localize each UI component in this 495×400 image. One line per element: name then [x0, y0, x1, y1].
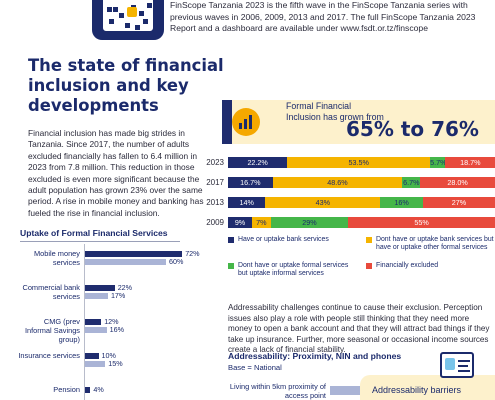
formal-inclusion-card [222, 100, 495, 144]
legend-label: Dont have or uptake formal services but … [238, 262, 349, 278]
uptake-title-divider [20, 241, 180, 242]
stack-segment: 53.5% [287, 157, 431, 168]
legend-swatch [366, 263, 372, 269]
year-label: 2017 [206, 178, 224, 187]
stack-segment: 43% [265, 197, 381, 208]
formal-inclusion-label: Formal Financial Inclusion has grown fro… [286, 101, 384, 122]
stack-segment: 22.2% [228, 157, 288, 168]
id-card-line [458, 360, 470, 362]
inclusion-stacked-chart: 2023 22.2% 53.5% 5.7% 18.7% 2017 16.7% 48.6% 6.7… [200, 154, 495, 234]
section-title: The state of financial inclusion and key… [28, 56, 224, 115]
uptake-bar [85, 361, 106, 367]
uptake-bar [85, 285, 115, 291]
uptake-value-label: 22% [117, 283, 133, 292]
legend-label: Financially excluded [376, 262, 439, 269]
qr-code-module [143, 19, 148, 24]
qr-code-frame [100, 0, 156, 34]
formal-inclusion-value: 65% to 76% [346, 117, 479, 141]
uptake-bar [85, 319, 102, 325]
qr-code-module [113, 7, 118, 12]
stack-segment: 29% [270, 217, 349, 228]
qr-code-module [109, 19, 114, 24]
uptake-value-label: 10% [101, 351, 116, 360]
uptake-bar [85, 387, 91, 393]
growth-icon-bar [244, 119, 247, 129]
growth-icon-bar [249, 115, 252, 129]
uptake-bar [85, 293, 108, 299]
addressability-barriers-card [360, 375, 495, 400]
intro-paragraph: Financial inclusion has made big strides… [28, 128, 204, 218]
year-label: 2009 [206, 218, 224, 227]
uptake-value-label: 17% [110, 291, 126, 300]
stack-segment: 16% [380, 197, 423, 208]
stack-segment: 55% [348, 217, 495, 228]
qr-code-module [125, 23, 130, 28]
stack-segment: 9% [228, 217, 253, 228]
addressability-paragraph: Addressability challenges continue to ca… [228, 303, 490, 355]
uptake-value-label: 16% [109, 325, 124, 334]
uptake-category-label: Mobile money services [33, 249, 80, 267]
qr-code-module [119, 13, 124, 18]
qr-code-module [139, 11, 144, 16]
growth-chart-icon [232, 108, 260, 136]
header-text: FinScope Tanzania 2023 is the fifth wave… [170, 0, 476, 34]
uptake-bar-chart: Mobile money services 72% 60% Commercial ba… [0, 244, 220, 400]
uptake-value-label: 12% [104, 317, 119, 326]
id-card-icon [440, 352, 474, 378]
stack-segment: 7% [252, 217, 271, 228]
legend-swatch [228, 263, 234, 269]
uptake-value-label: 4% [93, 385, 104, 394]
qr-code-module [135, 25, 140, 30]
stack-segment: 16.7% [228, 177, 273, 188]
header-strip: FinScope Tanzania 2023 is the fifth wave… [0, 0, 495, 44]
year-label: 2023 [206, 158, 224, 167]
id-card-photo [445, 358, 455, 370]
uptake-value-label: 15% [108, 359, 123, 368]
qr-code-accent [127, 7, 137, 17]
uptake-category-label: CMG (prev Informal Savings group) [24, 317, 80, 344]
uptake-category-label: Pension [53, 385, 80, 394]
uptake-bar [85, 259, 166, 265]
stack-segment: 5.7% [430, 157, 446, 168]
stack-segment: 28.0% [420, 177, 495, 188]
id-card-line [458, 370, 470, 372]
growth-icon-bar [239, 123, 242, 129]
addressability-barriers-label: Addressability barriers [372, 385, 462, 395]
qr-code-module [107, 7, 112, 12]
legend-swatch [366, 237, 372, 243]
uptake-bar [85, 353, 99, 359]
uptake-value-label: 60% [169, 257, 184, 266]
uptake-axis-line [84, 244, 85, 400]
legend-label: Dont have or uptake bank services but ha… [376, 236, 494, 252]
stack-segment: 6.7% [402, 177, 421, 188]
qr-code-icon [92, 0, 164, 40]
stack-segment: 14% [228, 197, 266, 208]
qr-code-module [147, 3, 152, 8]
stack-segment: 48.6% [272, 177, 403, 188]
uptake-bar [85, 251, 183, 257]
legend-swatch [228, 237, 234, 243]
uptake-category-label: Commercial bank services [22, 283, 80, 301]
proximity-label: Living within 5km proximity of access po… [229, 382, 326, 400]
addressability-base: Base = National [228, 363, 282, 372]
year-label: 2013 [206, 198, 224, 207]
formal-inclusion-card-panel [232, 100, 495, 144]
stack-segment: 27% [422, 197, 495, 208]
uptake-value-label: 72% [185, 249, 200, 258]
addressability-subtitle: Addressability: Proximity, NIN and phone… [228, 351, 402, 361]
legend-label: Have or uptake bank services [238, 236, 329, 243]
inclusion-legend: Have or uptake bank services Dont have o… [228, 236, 495, 292]
uptake-chart-title: Uptake of Formal Financial Services [20, 228, 168, 238]
uptake-bar [85, 327, 107, 333]
uptake-category-label: Insurance services [18, 351, 80, 360]
stack-segment: 18.7% [445, 157, 495, 168]
id-card-line [458, 365, 468, 367]
